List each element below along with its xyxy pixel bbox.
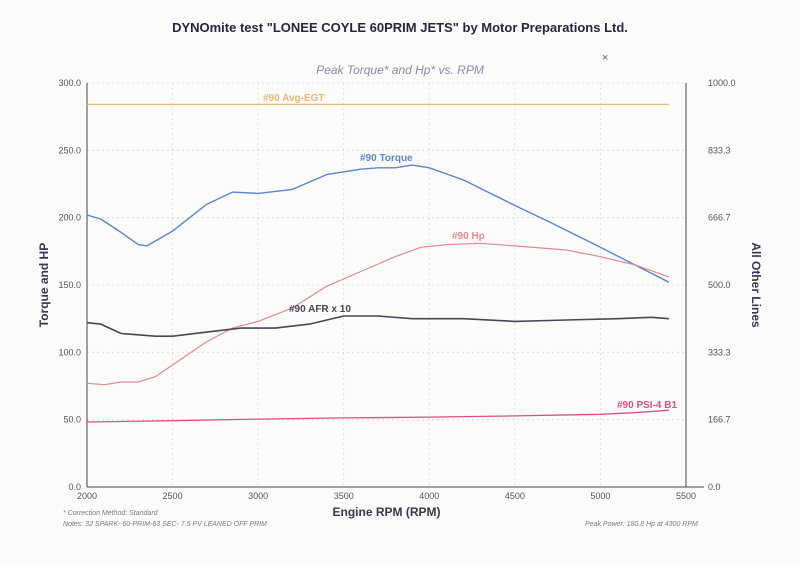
x-tick-label: 3000	[248, 491, 268, 501]
chart-title: DYNOmite test "LONEE COYLE 60PRIM JETS" …	[172, 20, 628, 35]
x-tick-label: 3500	[334, 491, 354, 501]
notes-text: Notes: 32 SPARK- 60-PRIM-63 SEC- 7.5 PV …	[63, 521, 267, 528]
y-left-tick-label: 250.0	[58, 145, 81, 155]
y-left-tick-label: 0.0	[68, 482, 81, 492]
torque-series-label: #90 Torque	[360, 153, 413, 164]
hp-series-label: #90 Hp	[452, 231, 485, 242]
y-right-tick-label: 1000.0	[708, 78, 736, 88]
y-right-tick-label: 166.7	[708, 415, 731, 425]
x-tick-label: 4000	[419, 491, 439, 501]
series-line-90-afr-x-10	[86, 315, 669, 338]
x-tick-label: 2000	[77, 491, 97, 501]
x-tick-label: 5500	[676, 491, 696, 501]
y-left-tick-label: 50.0	[63, 415, 81, 425]
series-line-90-hp	[86, 242, 670, 386]
y-right-tick-label: 0.0	[708, 482, 721, 492]
peak-power-note: Peak Power: 180.8 Hp at 4300 RPM	[585, 521, 698, 528]
y-right-axis-label: All Other Lines	[749, 242, 763, 328]
pen-scribble: ×	[602, 52, 609, 64]
x-tick-label: 5000	[590, 491, 610, 501]
x-tick-label: 2500	[163, 491, 183, 501]
y-right-tick-label: 833.3	[708, 145, 731, 155]
series-line-90-torque	[86, 164, 670, 283]
y-left-axis-label: Torque and HP	[37, 243, 51, 327]
egt-series-label: #90 Avg-EGT	[263, 93, 325, 104]
y-left-tick-label: 200.0	[58, 213, 81, 223]
y-left-tick-label: 100.0	[58, 347, 81, 357]
y-right-tick-label: 666.7	[708, 213, 731, 223]
psi-series-label: #90 PSI-4 B1	[617, 400, 677, 411]
correction-note: * Correction Method: Standard	[63, 510, 158, 517]
chart-subtitle: Peak Torque* and Hp* vs. RPM	[316, 63, 484, 77]
x-axis-label: Engine RPM (RPM)	[333, 505, 441, 519]
x-tick-label: 4500	[505, 491, 525, 501]
y-left-tick-label: 300.0	[58, 78, 81, 88]
afr-series-label: #90 AFR x 10	[289, 304, 351, 315]
series-line-90-psi-4-b1	[86, 409, 669, 423]
y-right-tick-label: 333.3	[708, 347, 731, 357]
y-left-tick-label: 150.0	[58, 280, 81, 290]
y-right-tick-label: 500.0	[708, 280, 731, 290]
